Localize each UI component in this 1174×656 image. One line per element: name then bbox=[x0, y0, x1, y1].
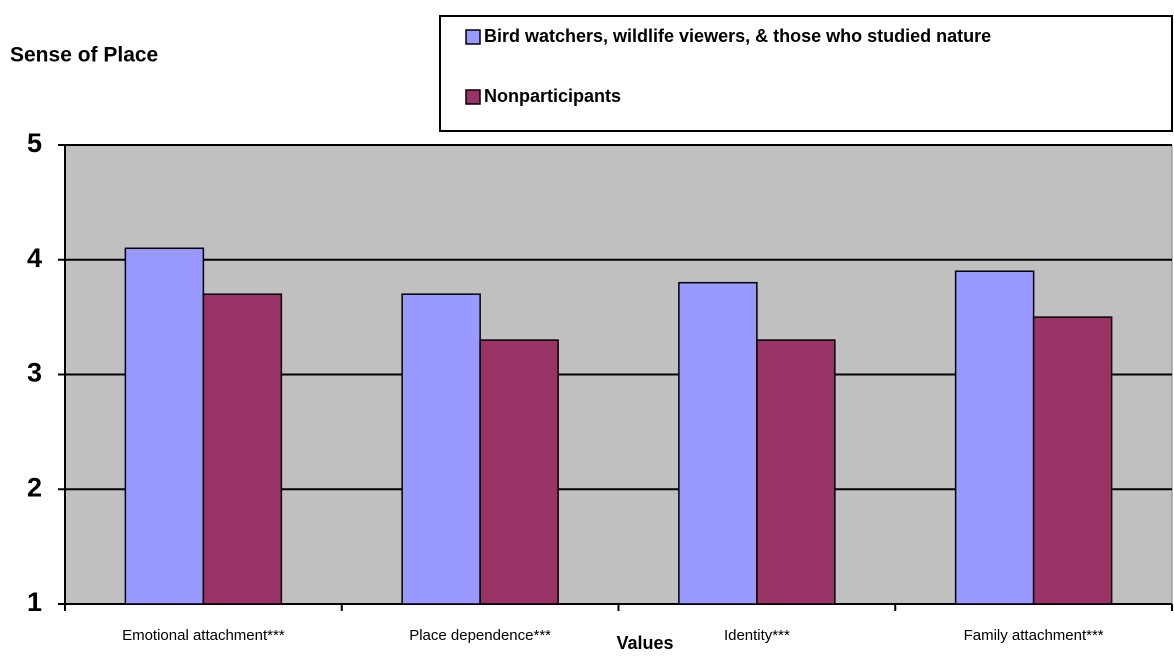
bar bbox=[1032, 316, 1113, 605]
x-tick-label: Emotional attachment*** bbox=[122, 627, 285, 644]
x-tick-label: Family attachment*** bbox=[964, 627, 1104, 644]
y-tick-label: 3 bbox=[27, 358, 42, 388]
legend-label: Nonparticipants bbox=[484, 86, 621, 106]
x-axis-label: Values bbox=[616, 633, 673, 653]
bar bbox=[954, 270, 1035, 605]
bar bbox=[401, 293, 481, 605]
bar bbox=[124, 247, 205, 605]
legend-swatch bbox=[465, 29, 481, 45]
x-tick-label: Place dependence*** bbox=[409, 627, 551, 644]
legend-box bbox=[439, 15, 1173, 132]
legend-label: Bird watchers, wildlife viewers, & those… bbox=[484, 26, 991, 46]
x-tick-label: Identity*** bbox=[724, 627, 790, 644]
y-tick-label: 5 bbox=[27, 128, 42, 158]
bar bbox=[202, 293, 283, 605]
y-tick-label: 1 bbox=[27, 587, 42, 617]
chart-title: Sense of Place bbox=[10, 44, 158, 67]
y-tick-label: 2 bbox=[27, 472, 42, 502]
legend-swatch bbox=[465, 89, 481, 105]
bar bbox=[756, 339, 836, 605]
bar bbox=[678, 281, 758, 605]
bar bbox=[479, 339, 559, 605]
y-tick-label: 4 bbox=[27, 243, 42, 273]
